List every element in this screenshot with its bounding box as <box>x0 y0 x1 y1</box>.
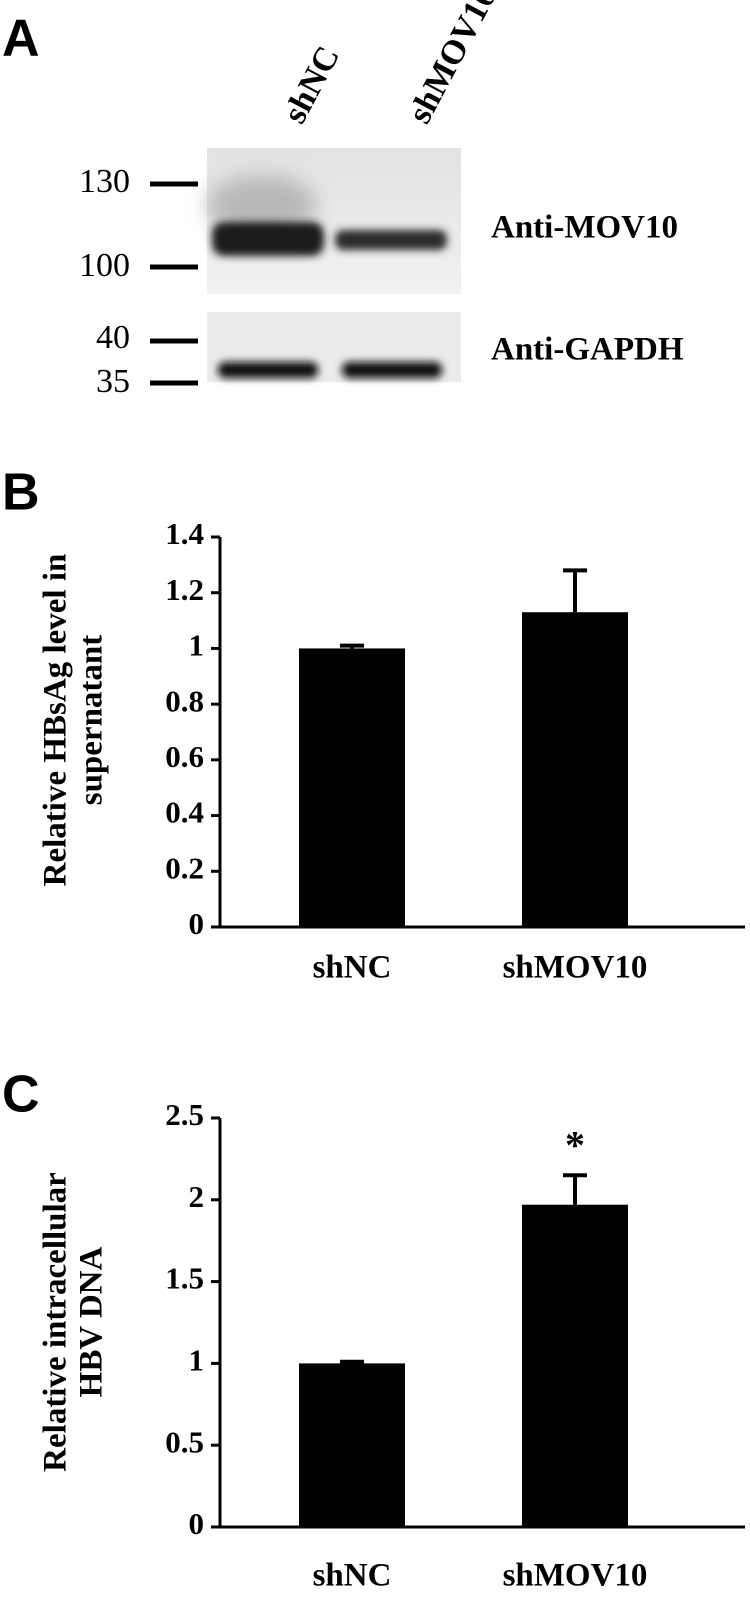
y-tick-label: 1.4 <box>165 516 204 551</box>
error-bar <box>340 1359 364 1364</box>
bar <box>522 612 628 927</box>
panel-label: A <box>2 10 40 68</box>
y-tick-label: 0.5 <box>165 1424 204 1459</box>
y-axis-label: Relative intracellular <box>38 1172 74 1472</box>
y-tick-label: 2 <box>189 1179 205 1214</box>
y-axis-label: supernatant <box>74 635 110 806</box>
y-tick-label: 0 <box>189 906 205 941</box>
antibody-label: Anti-GAPDH <box>491 332 684 368</box>
y-tick-label: 2.5 <box>165 1097 204 1132</box>
y-tick-label: 1.5 <box>165 1261 204 1296</box>
significance-mark: * <box>565 1122 585 1167</box>
x-tick-label: shMOV10 <box>503 950 648 986</box>
y-axis-label: HBV DNA <box>74 1247 110 1398</box>
y-tick-label: 0.8 <box>165 683 204 718</box>
antibody-label: Anti-MOV10 <box>491 210 678 246</box>
y-tick-label: 0.6 <box>165 739 204 774</box>
lane-label: shMOV10 <box>401 0 504 129</box>
y-tick-label: 1 <box>189 628 205 663</box>
marker-label: 40 <box>96 319 130 356</box>
error-bar <box>563 1173 587 1205</box>
blot-gapdh <box>207 312 461 382</box>
bar <box>299 1363 405 1527</box>
lane-label: shNC <box>276 40 347 129</box>
y-tick-label: 1 <box>189 1343 205 1378</box>
panel-label: C <box>2 1066 40 1124</box>
x-tick-label: shMOV10 <box>503 1558 648 1594</box>
error-bar <box>563 568 587 613</box>
panel-label: B <box>2 464 40 522</box>
marker-label: 130 <box>79 163 130 200</box>
y-tick-label: 1.2 <box>165 572 204 607</box>
marker-label: 100 <box>79 247 130 284</box>
blot-mov10 <box>207 148 461 294</box>
y-tick-label: 0.2 <box>165 850 204 885</box>
bar <box>299 648 405 927</box>
x-tick-label: shNC <box>313 1558 392 1594</box>
error-bar <box>340 643 364 649</box>
y-axis-label: Relative HBsAg level in <box>38 554 74 887</box>
bar <box>522 1204 628 1527</box>
x-tick-label: shNC <box>313 950 392 986</box>
y-tick-label: 0 <box>189 1506 205 1541</box>
marker-label: 35 <box>96 363 130 400</box>
y-tick-label: 0.4 <box>165 795 204 830</box>
